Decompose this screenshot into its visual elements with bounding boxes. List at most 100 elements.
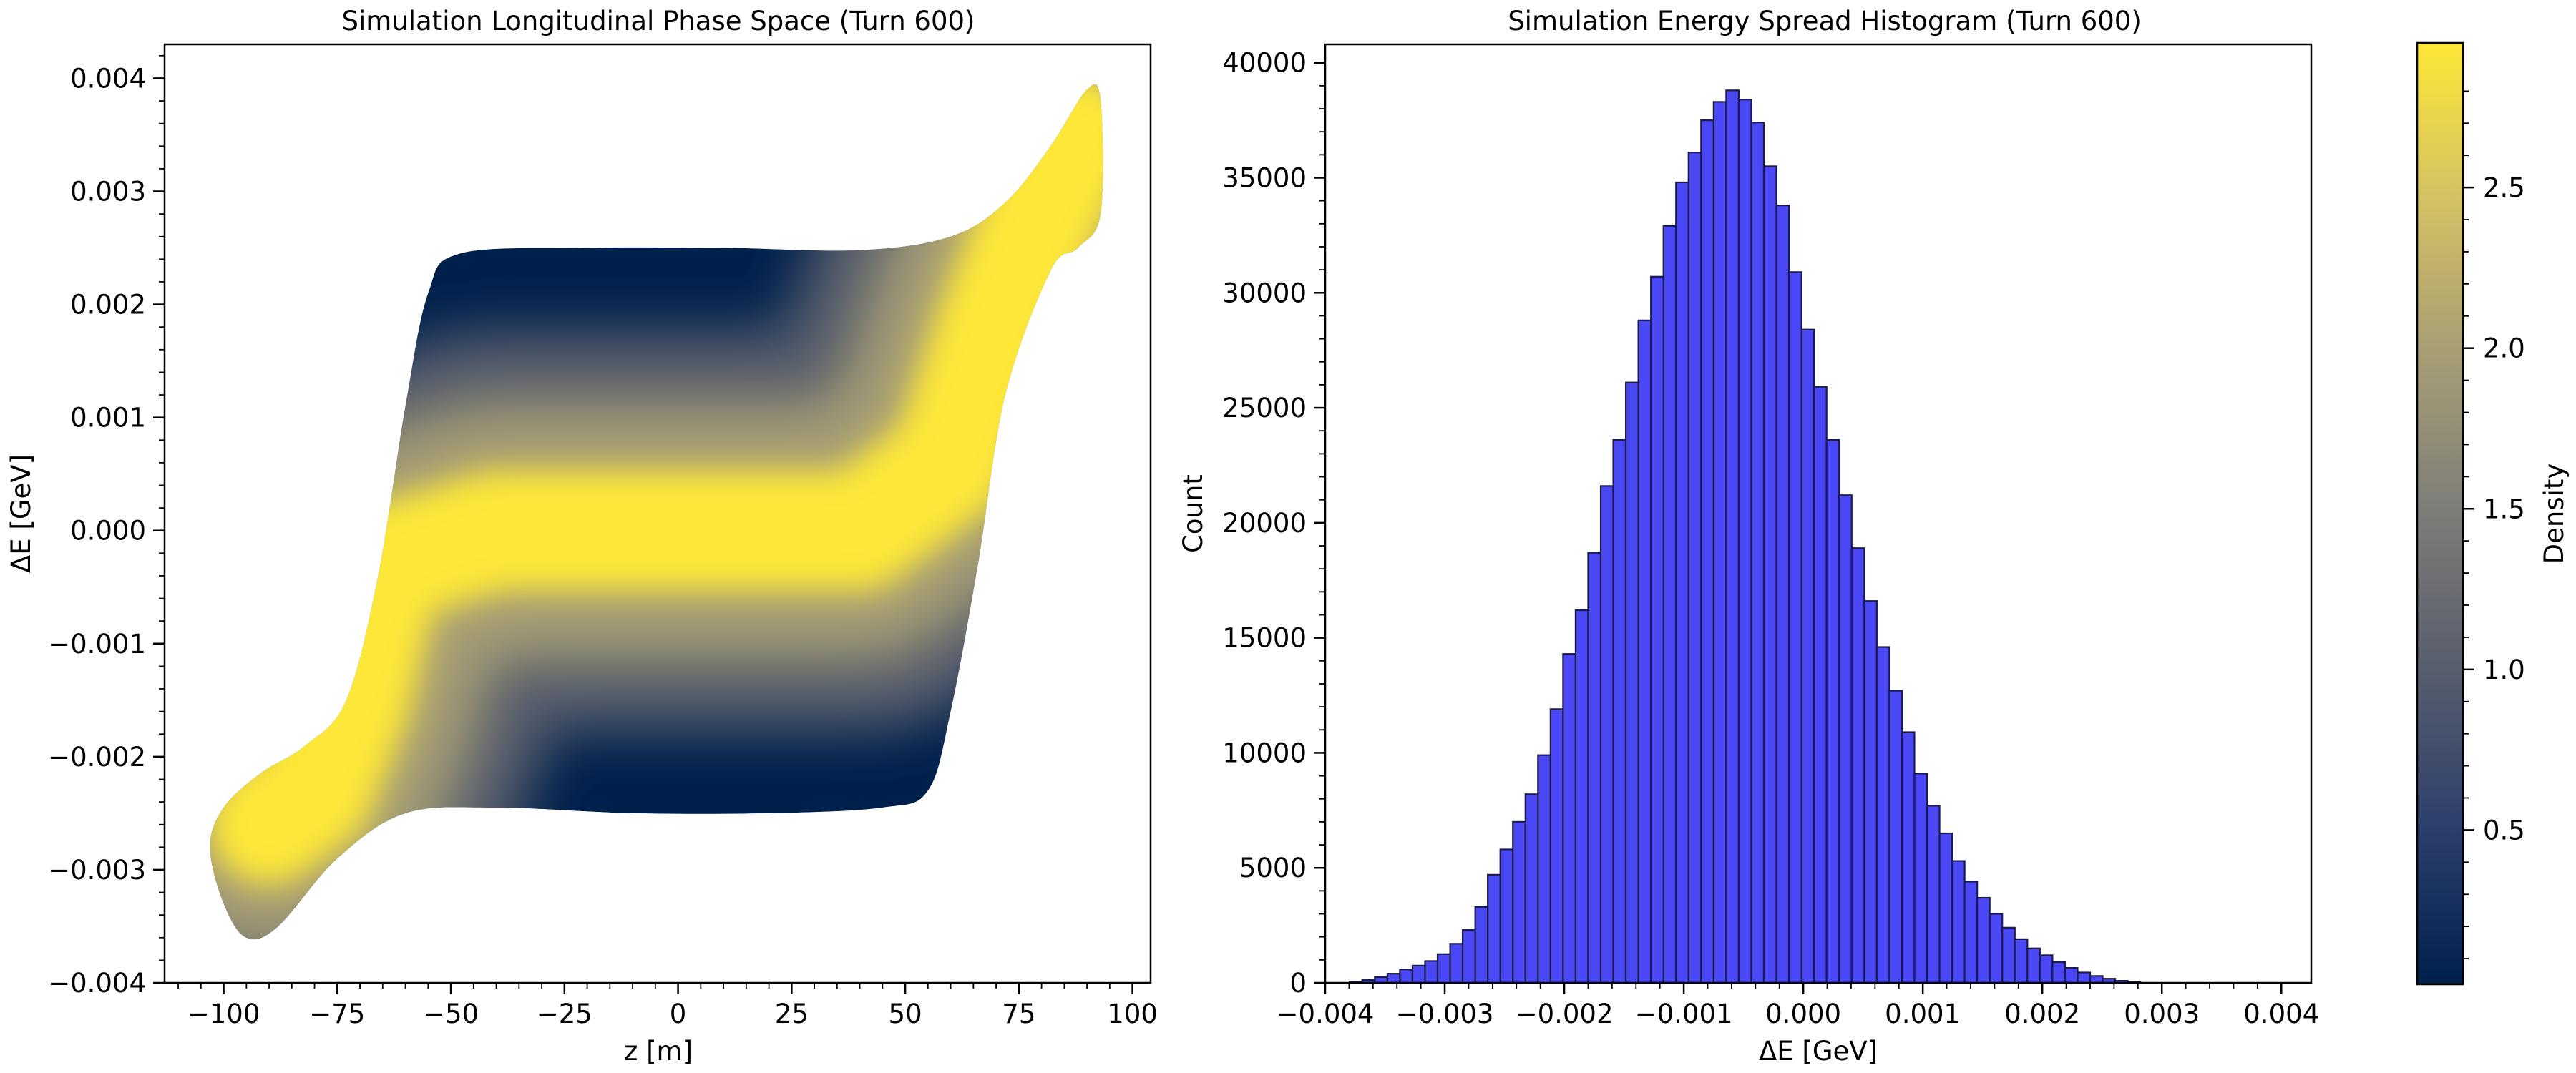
- histogram-bar: [1624, 381, 1639, 984]
- phase-space-y-tick-label: 0.002: [70, 290, 146, 320]
- phase-space-panel: Simulation Longitudinal Phase Space (Tur…: [6, 6, 1158, 1067]
- histogram-bar: [1762, 165, 1777, 984]
- phase-space-x-label: z [m]: [624, 1036, 693, 1067]
- histogram-bar: [1813, 386, 1828, 984]
- phase-space-x-tick-label: −75: [309, 999, 365, 1029]
- histogram-bar: [1875, 646, 1890, 984]
- histogram-bar: [2001, 926, 2016, 984]
- histogram-bar: [1712, 101, 1727, 984]
- phase-space-y-tick-label: −0.002: [48, 742, 146, 773]
- histogram-bar: [1537, 754, 1551, 984]
- histogram-y-tick-label: 30000: [1222, 278, 1307, 308]
- histogram-bar: [1700, 119, 1714, 984]
- phase-space-x-tick-label: −100: [187, 999, 260, 1029]
- phase-space-x-tick-label: 50: [889, 999, 922, 1029]
- phase-space-x-tick-label: 75: [1002, 999, 1035, 1029]
- colorbar-tick-label: 2.5: [2483, 172, 2525, 203]
- histogram-bar: [1386, 973, 1401, 984]
- histogram-bar: [1474, 906, 1489, 984]
- colorbar-tick-label: 2.0: [2483, 333, 2525, 364]
- phase-space-y-tick-label: 0.003: [70, 176, 146, 207]
- phase-space-x-tick-label: 0: [670, 999, 687, 1029]
- histogram-x-tick-label: −0.001: [1635, 999, 1733, 1029]
- phase-space-x-tick-label: 25: [775, 999, 809, 1029]
- colorbar-ticks: 0.5 1.0 1.5 2.0 2.5: [2463, 90, 2525, 959]
- histogram-bar: [1938, 832, 1953, 984]
- histogram-bar: [1913, 773, 1928, 984]
- histogram-bar: [2026, 947, 2041, 984]
- colorbar-tick-label: 1.5: [2483, 494, 2525, 524]
- histogram-bar: [1888, 690, 1903, 984]
- phase-space-cloud: [210, 84, 1103, 940]
- histogram-x-tick-label: 0.003: [2124, 999, 2200, 1029]
- histogram-bar: [1687, 152, 1702, 984]
- histogram-x-tick-label: 0.001: [1885, 999, 1961, 1029]
- histogram-y-tick-label: 10000: [1222, 738, 1307, 768]
- histogram-bar: [2014, 938, 2029, 984]
- histogram-bar: [1737, 99, 1752, 984]
- histogram-bar: [2051, 961, 2067, 984]
- phase-space-title: Simulation Longitudinal Phase Space (Tur…: [341, 6, 975, 36]
- phase-space-plot-area: [210, 84, 1103, 940]
- histogram-bar: [1499, 848, 1514, 984]
- histogram-title: Simulation Energy Spread Histogram (Turn…: [1508, 6, 2142, 36]
- histogram-bar: [1989, 913, 2004, 984]
- histogram-bar: [1775, 205, 1790, 984]
- histogram-bar: [1574, 609, 1589, 984]
- phase-space-x-ticks: −100 −75 −50 −25 0 25 50 75 100: [177, 983, 1158, 1029]
- histogram-bar: [1411, 964, 1426, 984]
- histogram-bar: [1951, 860, 1966, 984]
- histogram-panel: Simulation Energy Spread Histogram (Turn…: [1178, 6, 2319, 1067]
- histogram-bars: [1349, 89, 2142, 984]
- histogram-x-tick-label: −0.002: [1516, 999, 1614, 1029]
- histogram-bar: [1926, 805, 1941, 984]
- histogram-bar: [1650, 275, 1664, 984]
- histogram-bar: [1976, 896, 1991, 984]
- phase-space-y-tick-label: −0.001: [48, 629, 146, 660]
- histogram-bar: [1399, 969, 1414, 984]
- histogram-y-tick-label: 15000: [1222, 623, 1307, 654]
- phase-space-core: [210, 84, 1103, 886]
- histogram-bar: [1487, 873, 1501, 984]
- histogram-bar: [1587, 552, 1602, 984]
- histogram-y-tick-label: 5000: [1239, 853, 1307, 883]
- phase-space-frame: [163, 43, 1152, 984]
- histogram-x-tick-label: −0.004: [1277, 999, 1375, 1029]
- histogram-bar: [1549, 708, 1564, 984]
- phase-space-y-tick-label: 0.001: [70, 403, 146, 433]
- histogram-bar: [1963, 881, 1979, 984]
- phase-space-y-tick-label: −0.003: [48, 855, 146, 886]
- colorbar-tick-label: 1.0: [2483, 655, 2525, 685]
- histogram-bar: [1863, 600, 1878, 984]
- histogram-bar: [1838, 494, 1853, 984]
- phase-space-x-tick-label: −25: [537, 999, 592, 1029]
- histogram-bar: [1524, 793, 1539, 984]
- histogram-y-ticks: 0 5000 10000 15000 20000 25000 30000 35000 40000: [1222, 48, 1325, 999]
- histogram-y-tick-label: 35000: [1222, 163, 1307, 194]
- histogram-y-tick-label: 25000: [1222, 393, 1307, 423]
- phase-space-y-tick-label: −0.004: [48, 968, 146, 999]
- histogram-x-label: ΔE [GeV]: [1759, 1036, 1878, 1067]
- histogram-bar: [1436, 953, 1451, 984]
- phase-space-y-tick-label: 0.004: [70, 63, 146, 94]
- histogram-y-label: Count: [1178, 474, 1209, 553]
- histogram-y-tick-label: 20000: [1222, 508, 1307, 539]
- colorbar-tick-label: 0.5: [2483, 815, 2525, 846]
- histogram-x-tick-label: 0.002: [2004, 999, 2080, 1029]
- histogram-bar: [1800, 328, 1815, 984]
- histogram-bar: [1901, 731, 1916, 984]
- histogram-bar: [1662, 225, 1677, 984]
- histogram-bar: [2039, 954, 2054, 984]
- histogram-bar: [2089, 975, 2104, 984]
- histogram-frame: [1324, 43, 2313, 984]
- histogram-x-tick-label: 0.004: [2243, 999, 2319, 1029]
- histogram-bar: [1424, 960, 1439, 984]
- phase-space-x-tick-label: 100: [1107, 999, 1158, 1029]
- histogram-bar: [1461, 929, 1476, 984]
- phase-space-y-ticks: −0.004 −0.003 −0.002 −0.001 0.000 0.001 0.002 0…: [48, 54, 165, 999]
- histogram-x-ticks: −0.004 −0.003 −0.002 −0.001 0.000 0.001 0.002 0…: [1277, 983, 2319, 1029]
- histogram-bar: [1599, 485, 1614, 984]
- histogram-bar: [1750, 122, 1765, 984]
- histogram-bar: [1562, 653, 1577, 984]
